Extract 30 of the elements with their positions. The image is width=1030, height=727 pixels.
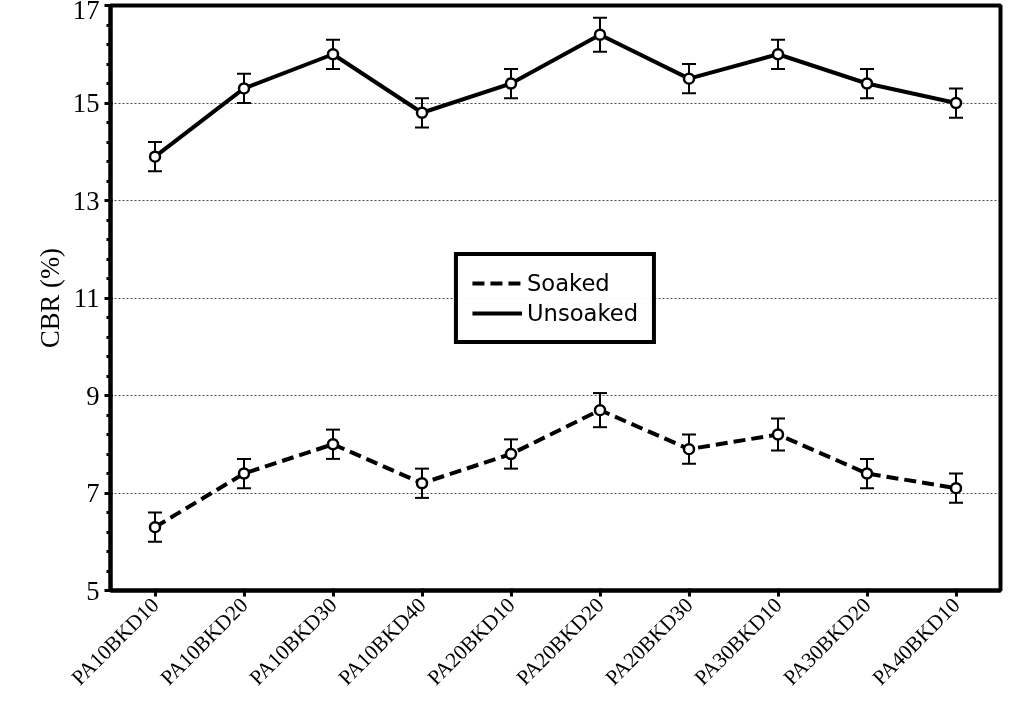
point	[415, 477, 429, 490]
point	[326, 438, 340, 451]
point	[860, 77, 874, 90]
point	[771, 428, 785, 441]
point	[949, 481, 963, 495]
y-axis-title: CBR (%)	[34, 248, 65, 348]
point	[771, 48, 785, 61]
y-tick-label: 13	[72, 185, 100, 216]
point	[949, 96, 963, 110]
point	[504, 77, 518, 90]
legend-label: Soaked	[526, 269, 610, 296]
point	[593, 28, 607, 41]
y-tick-label: 15	[72, 88, 100, 118]
point	[682, 72, 696, 85]
point	[504, 447, 518, 461]
point	[860, 467, 874, 480]
point	[237, 467, 251, 480]
point	[237, 82, 251, 95]
y-tick-label: 5	[86, 575, 100, 606]
y-tick-label: 17	[72, 0, 100, 25]
point	[415, 106, 429, 119]
point	[682, 442, 696, 456]
y-tick-label: 9	[86, 380, 100, 411]
point	[593, 403, 607, 417]
point	[326, 48, 340, 61]
y-tick-label: 11	[73, 283, 100, 313]
y-tick-label: 7	[86, 478, 100, 508]
point	[148, 520, 162, 534]
point	[148, 150, 162, 163]
legend-label: Unsoaked	[526, 299, 639, 326]
